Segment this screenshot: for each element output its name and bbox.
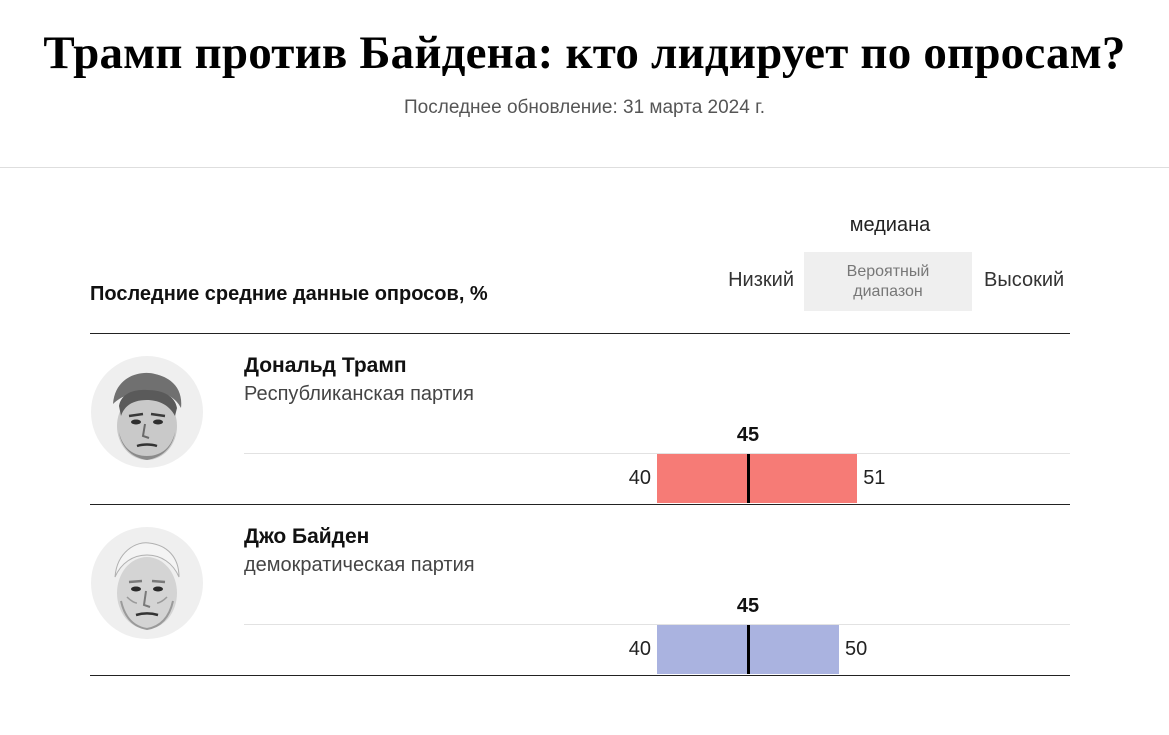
biden-portrait-icon [91, 527, 203, 639]
section-label: Последние средние данные опросов, % [90, 283, 488, 305]
page-title: Трамп против Байдена: кто лидирует по оп… [43, 27, 1126, 79]
median-marker [746, 454, 750, 503]
candidate-row: Дональд Трамп Республиканская партия 45 … [0, 334, 1169, 505]
candidate-name: Джо Байден [244, 525, 370, 548]
legend-range-box: Вероятный диапазон [804, 252, 972, 311]
candidate-name: Дональд Трамп [244, 354, 407, 377]
trump-portrait-icon [91, 356, 203, 468]
legend-median-label: медиана [849, 214, 931, 236]
low-data-label: 40 [628, 467, 651, 489]
high-data-label: 50 [845, 638, 868, 660]
range-bar [657, 454, 858, 503]
median-data-label: 45 [736, 424, 760, 446]
header-divider [90, 333, 1070, 334]
candidate-row: Джо Байден демократическая партия 45 40 … [0, 505, 1169, 676]
high-data-label: 51 [863, 467, 886, 489]
row-divider [90, 504, 1070, 505]
bar-track-line [244, 624, 1070, 625]
candidate-party: Республиканская партия [244, 383, 474, 405]
bar-track-line [244, 453, 1070, 454]
row-divider [90, 675, 1070, 676]
median-data-label: 45 [736, 595, 760, 617]
top-divider [0, 167, 1169, 168]
legend-low-label: Низкий [728, 269, 794, 291]
candidate-party: демократическая партия [244, 554, 475, 576]
trump-portrait-drawing [113, 372, 182, 460]
low-data-label: 40 [628, 638, 651, 660]
legend-range-label: Вероятный диапазон [846, 262, 930, 300]
biden-portrait-drawing [114, 542, 180, 631]
legend-high-label: Высокий [984, 269, 1065, 291]
last-updated: Последнее обновление: 31 марта 2024 г. [404, 97, 765, 118]
median-marker [746, 625, 750, 674]
